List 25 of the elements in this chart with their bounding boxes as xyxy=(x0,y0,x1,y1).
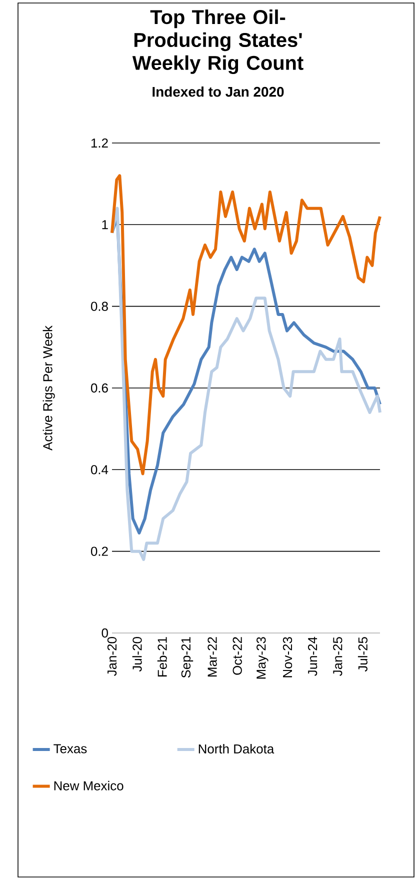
y-tick-label: 0 xyxy=(102,628,108,638)
x-tick-label: May-23 xyxy=(256,637,268,679)
y-axis-title: Active Rigs Per Week xyxy=(42,325,55,450)
y-tick-label: 0.2 xyxy=(90,546,108,556)
legend-label: Texas xyxy=(54,744,87,754)
x-tick-label: Feb-21 xyxy=(157,637,167,676)
y-tick-label: 0.8 xyxy=(90,302,108,311)
y-tick-label: 0.6 xyxy=(90,383,108,393)
x-tick-label: Nov-23 xyxy=(282,637,292,678)
x-tick-label: Jul-25 xyxy=(358,637,368,672)
y-tick-label: 1 xyxy=(102,220,108,230)
y-tick-label: 0.4 xyxy=(90,465,108,474)
x-tick-label: Jul-20 xyxy=(132,637,142,672)
x-tick-label: Jun-24 xyxy=(308,636,318,676)
chart-subtitle: Indexed to Jan 2020 xyxy=(152,86,284,97)
legend-label: New Mexico xyxy=(54,780,124,790)
chart-title: Top Three Oil-Producing States' Weekly Rig Count xyxy=(132,10,304,74)
legend-label: North Dakota xyxy=(198,744,274,754)
x-tick-label: Mar-22 xyxy=(208,637,217,676)
y-tick-label: 1.2 xyxy=(91,138,108,148)
line-series xyxy=(110,174,382,476)
x-tick-label: Jan-20 xyxy=(107,637,117,676)
x-tick-label: Sep-21 xyxy=(181,637,194,678)
x-tick-label: Oct-22 xyxy=(232,637,242,675)
x-tick-label: Jan-25 xyxy=(333,637,342,676)
